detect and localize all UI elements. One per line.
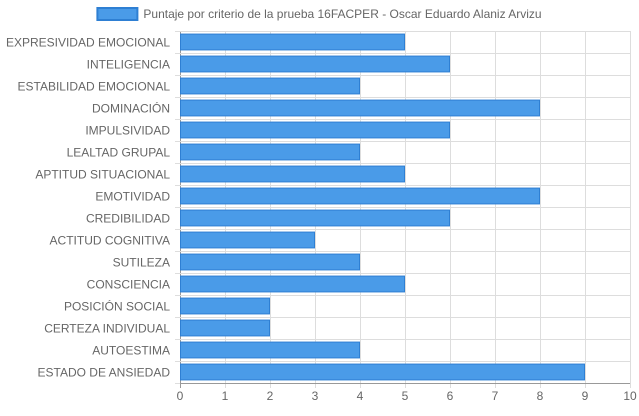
x-tick-label: 5	[402, 389, 409, 403]
bar	[180, 319, 270, 337]
y-category-label: CONSCIENCIA	[87, 278, 170, 292]
x-tick-label: 7	[492, 389, 499, 403]
bar	[180, 33, 405, 51]
bar	[180, 55, 450, 73]
y-category-label: ESTADO DE ANSIEDAD	[38, 366, 171, 380]
y-category-label: DOMINACIÓN	[92, 101, 170, 116]
x-tick-label: 4	[357, 389, 364, 403]
y-category-label: CERTEZA INDIVIDUAL	[44, 322, 170, 336]
bar	[180, 143, 360, 161]
bar	[180, 187, 540, 205]
bar	[180, 77, 360, 95]
y-category-label: AUTOESTIMA	[92, 344, 170, 358]
bar	[180, 253, 360, 271]
y-category-label: APTITUD SITUACIONAL	[35, 168, 170, 182]
legend-label: Puntaje por criterio de la prueba 16FACP…	[143, 7, 541, 21]
bar	[180, 363, 585, 381]
x-tick-label: 0	[177, 389, 184, 403]
y-category-label: LEALTAD GRUPAL	[67, 146, 171, 160]
x-tick-label: 2	[267, 389, 274, 403]
bar	[180, 275, 405, 293]
x-tick-label: 9	[582, 389, 589, 403]
y-category-label: ACTITUD COGNITIVA	[50, 234, 170, 248]
bar	[180, 121, 450, 139]
x-tick-label: 8	[537, 389, 544, 403]
legend-swatch	[96, 7, 139, 21]
bar	[180, 165, 405, 183]
y-category-label: IMPULSIVIDAD	[85, 124, 170, 138]
bar	[180, 341, 360, 359]
bar	[180, 231, 315, 249]
bar	[180, 99, 540, 117]
y-category-label: EMOTIVIDAD	[95, 190, 170, 204]
y-category-label: SUTILEZA	[113, 256, 170, 270]
x-tick-label: 1	[222, 389, 229, 403]
bar	[180, 209, 450, 227]
x-tick-label: 6	[447, 389, 454, 403]
bar	[180, 297, 270, 315]
y-category-label: INTELIGENCIA	[87, 58, 170, 72]
y-category-label: EXPRESIVIDAD EMOCIONAL	[6, 36, 170, 50]
x-tick-label: 3	[312, 389, 319, 403]
x-tick-label: 10	[623, 389, 637, 403]
y-category-label: CREDIBILIDAD	[86, 212, 170, 226]
y-category-label: POSICIÓN SOCIAL	[64, 299, 170, 314]
y-category-label: ESTABILIDAD EMOCIONAL	[18, 80, 171, 94]
